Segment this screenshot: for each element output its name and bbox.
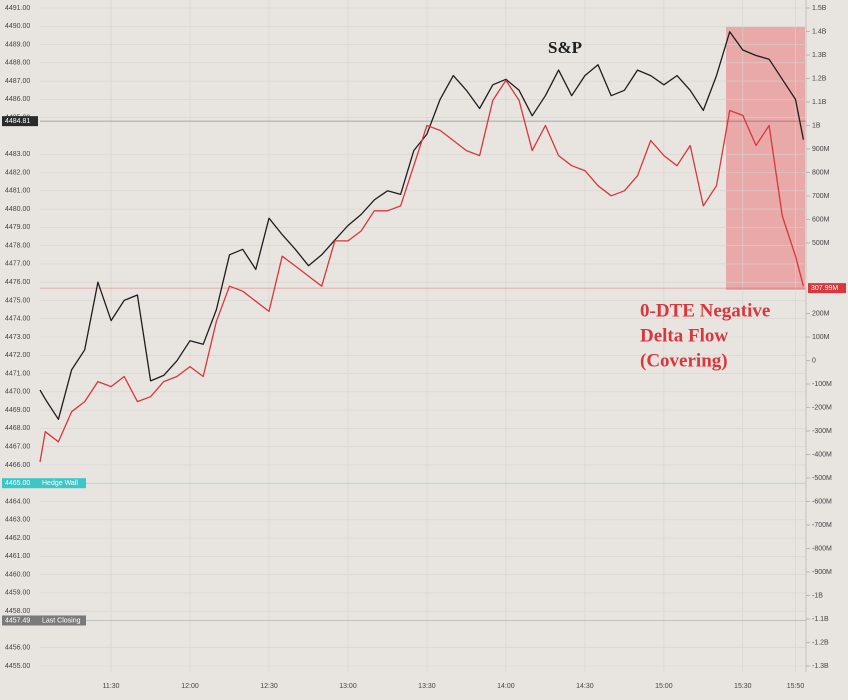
- y2-tick-label: -100M: [812, 381, 832, 388]
- y2-tick-label: 500M: [812, 240, 830, 247]
- annotation-line: 0-DTE Negative: [640, 300, 770, 321]
- y-tick-label: 4473.00: [5, 334, 30, 341]
- x-tick-label: 15:00: [655, 683, 673, 690]
- y2-tick-label: 1B: [812, 122, 821, 129]
- y2-tick-label: 1.5B: [812, 5, 827, 12]
- y2-tick-label: 200M: [812, 310, 830, 317]
- y2-tick-label: -400M: [812, 451, 832, 458]
- series-line: [39, 79, 805, 463]
- level-label: 4465.00: [5, 480, 30, 487]
- y-tick-label: 4490.00: [5, 23, 30, 30]
- y2-tick-label: 1.1B: [812, 99, 827, 106]
- level-badge: [2, 615, 38, 626]
- level-label: 4457.49: [5, 617, 30, 624]
- y-tick-label: 4456.00: [5, 645, 30, 652]
- x-tick-label: 11:30: [103, 683, 120, 690]
- y-tick-label: 4480.00: [5, 206, 30, 213]
- y-tick-label: 4469.00: [5, 407, 30, 414]
- x-tick-label: 15:30: [734, 683, 752, 690]
- y-tick-label: 4474.00: [5, 316, 30, 323]
- y2-tick-label: 1.4B: [812, 28, 827, 35]
- y-tick-label: 4477.00: [5, 261, 30, 268]
- level-label: 307.99M: [811, 285, 838, 292]
- y-tick-label: 4481.00: [5, 188, 30, 195]
- y2-tick-label: -1.1B: [812, 616, 829, 623]
- y2-tick-label: 900M: [812, 146, 830, 153]
- y-tick-label: 4488.00: [5, 60, 30, 67]
- x-tick-label: 12:00: [181, 683, 199, 690]
- y-tick-label: 4458.00: [5, 608, 30, 615]
- level-tag-label: Last Closing: [42, 617, 81, 624]
- y-tick-label: 4472.00: [5, 352, 30, 359]
- y2-tick-label: -1B: [812, 592, 823, 599]
- y-tick-label: 4491.00: [5, 5, 30, 12]
- x-tick-label: 12:30: [260, 683, 278, 690]
- y-tick-label: 4475.00: [5, 297, 30, 304]
- annotation-line: Delta Flow: [640, 325, 728, 346]
- level-badge: [2, 478, 38, 489]
- y2-tick-label: 1.2B: [812, 75, 827, 82]
- y2-tick-label: 100M: [812, 334, 830, 341]
- y-tick-label: 4467.00: [5, 444, 30, 451]
- y-tick-label: 4468.00: [5, 425, 30, 432]
- x-tick-label: 14:30: [576, 683, 594, 690]
- annotation-line: (Covering): [640, 350, 728, 371]
- y-tick-label: 4462.00: [5, 535, 30, 542]
- y-tick-label: 4487.00: [5, 78, 30, 85]
- grid: [40, 0, 810, 672]
- y-tick-label: 4463.00: [5, 517, 30, 524]
- y2-tick-label: 600M: [812, 216, 830, 223]
- x-tick-label: 15:50: [787, 683, 805, 690]
- y2-tick-label: -900M: [812, 569, 832, 576]
- labels: 4491.00 4490.00 4489.00 4488.00 4487.00 4486.…: [2, 5, 846, 690]
- level-tag-label: Hedge Wall: [42, 480, 78, 487]
- level-label: 4484.81: [5, 118, 30, 125]
- level-badge: [808, 283, 846, 294]
- y-tick-label: 4483.00: [5, 151, 30, 158]
- level-badge: [2, 116, 38, 127]
- y2-tick-label: 0: [812, 357, 816, 364]
- level-tag: [38, 478, 86, 489]
- y2-tick-label: -600M: [812, 498, 832, 505]
- y-tick-label: 4455.00: [5, 663, 30, 670]
- y-tick-label: 4466.00: [5, 462, 30, 469]
- y2-tick-label: -500M: [812, 475, 832, 482]
- series-line: [39, 31, 805, 420]
- y2-tick-label: -800M: [812, 545, 832, 552]
- x-tick-label: 14:00: [497, 683, 515, 690]
- y-tick-label: 4459.00: [5, 590, 30, 597]
- y2-tick-label: -200M: [812, 404, 832, 411]
- level-tag: [38, 615, 86, 626]
- x-tick-label: 13:30: [418, 683, 436, 690]
- y-tick-label: 4464.00: [5, 498, 30, 505]
- y-tick-label: 4470.00: [5, 389, 30, 396]
- y2-tick-label: 700M: [812, 193, 830, 200]
- y2-tick-label: 1.3B: [812, 52, 827, 59]
- y-tick-label: 4461.00: [5, 553, 30, 560]
- y2-tick-label: -1.3B: [812, 663, 829, 670]
- y2-tick-label: -700M: [812, 522, 832, 529]
- y2-tick-label: 800M: [812, 169, 830, 176]
- y-tick-label: 4460.00: [5, 571, 30, 578]
- y-tick-label: 4471.00: [5, 370, 30, 377]
- y-tick-label: 4478.00: [5, 242, 30, 249]
- series-annotation: S&P: [548, 38, 582, 57]
- y-tick-label: 4479.00: [5, 224, 30, 231]
- y2-tick-label: -300M: [812, 428, 832, 435]
- y-tick-label: 4476.00: [5, 279, 30, 286]
- plot: [39, 31, 805, 463]
- y-tick-label: 4489.00: [5, 41, 30, 48]
- x-tick-label: 13:00: [339, 683, 357, 690]
- y-tick-label: 4486.00: [5, 96, 30, 103]
- y2-tick-label: -1.2B: [812, 639, 829, 646]
- y-tick-label: 4482.00: [5, 169, 30, 176]
